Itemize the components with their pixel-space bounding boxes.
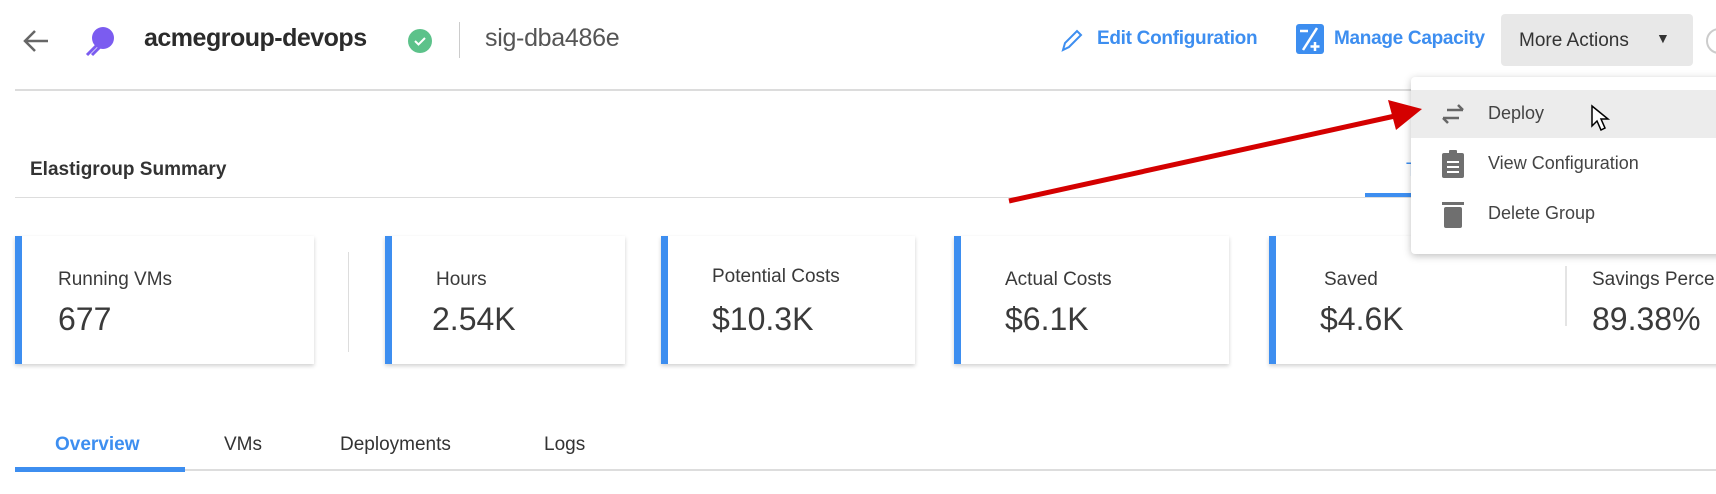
card-value: 677 xyxy=(58,301,112,337)
summary-title: Elastigroup Summary xyxy=(30,159,227,180)
card-separator xyxy=(348,252,349,352)
divider xyxy=(459,22,460,58)
card-label: Saved xyxy=(1324,269,1378,290)
header-divider xyxy=(15,89,1716,91)
group-id: sig-dba486e xyxy=(485,24,620,52)
status-check-icon xyxy=(408,29,432,53)
card-label-savings-percent: Savings Perce xyxy=(1592,269,1715,290)
card-saved: Saved $4.6K Savings Perce 89.38% xyxy=(1269,236,1716,364)
tabs-divider xyxy=(15,469,1716,471)
trash-icon xyxy=(1442,202,1464,228)
card-potential-costs: Potential Costs $10.3K xyxy=(661,236,915,364)
settings-icon[interactable] xyxy=(1706,28,1716,54)
card-label: Potential Costs xyxy=(712,266,840,287)
more-actions-label: More Actions xyxy=(1519,30,1629,51)
back-arrow-icon[interactable] xyxy=(22,28,50,54)
mouse-cursor-icon xyxy=(1591,104,1611,132)
summary-divider xyxy=(15,197,1716,198)
clipboard-icon xyxy=(1442,150,1464,178)
logo-icon xyxy=(85,27,114,57)
card-running-vms: Running VMs 677 xyxy=(15,236,314,364)
card-value: 2.54K xyxy=(432,301,516,337)
card-value: $6.1K xyxy=(1005,301,1089,337)
group-name: acmegroup-devops xyxy=(144,24,367,52)
more-actions-menu: Deploy View Configuration Delete Group xyxy=(1411,77,1716,254)
caret-down-icon: ▼ xyxy=(1656,30,1670,46)
menu-item-deploy[interactable]: Deploy xyxy=(1411,90,1716,138)
tab-deployments[interactable]: Deployments xyxy=(340,434,451,455)
menu-item-label: Deploy xyxy=(1488,103,1545,123)
tab-vms[interactable]: VMs xyxy=(224,434,262,455)
card-label: Hours xyxy=(436,269,487,290)
card-hours: Hours 2.54K xyxy=(385,236,625,364)
tab-active-indicator xyxy=(15,467,185,472)
tab-overview[interactable]: Overview xyxy=(55,434,140,455)
manage-capacity-button[interactable]: Manage Capacity xyxy=(1334,28,1485,49)
menu-item-delete-group[interactable]: Delete Group xyxy=(1411,190,1716,238)
tab-logs[interactable]: Logs xyxy=(544,434,586,455)
menu-item-label: View Configuration xyxy=(1488,153,1639,173)
card-label: Actual Costs xyxy=(1005,269,1112,290)
swap-arrows-icon xyxy=(1442,104,1464,124)
card-inner-divider xyxy=(1565,266,1567,326)
card-value-savings-percent: 89.38% xyxy=(1592,301,1701,337)
edit-configuration-button[interactable]: Edit Configuration xyxy=(1097,28,1258,49)
card-value: $4.6K xyxy=(1320,301,1404,337)
pencil-icon[interactable] xyxy=(1060,27,1084,53)
manage-capacity-icon[interactable] xyxy=(1295,22,1325,56)
more-actions-button[interactable]: More Actions ▼ xyxy=(1501,14,1693,66)
menu-item-view-configuration[interactable]: View Configuration xyxy=(1411,140,1716,188)
card-actual-costs: Actual Costs $6.1K xyxy=(954,236,1229,364)
card-label: Running VMs xyxy=(58,269,173,290)
card-value: $10.3K xyxy=(712,301,814,337)
menu-item-label: Delete Group xyxy=(1488,203,1596,223)
